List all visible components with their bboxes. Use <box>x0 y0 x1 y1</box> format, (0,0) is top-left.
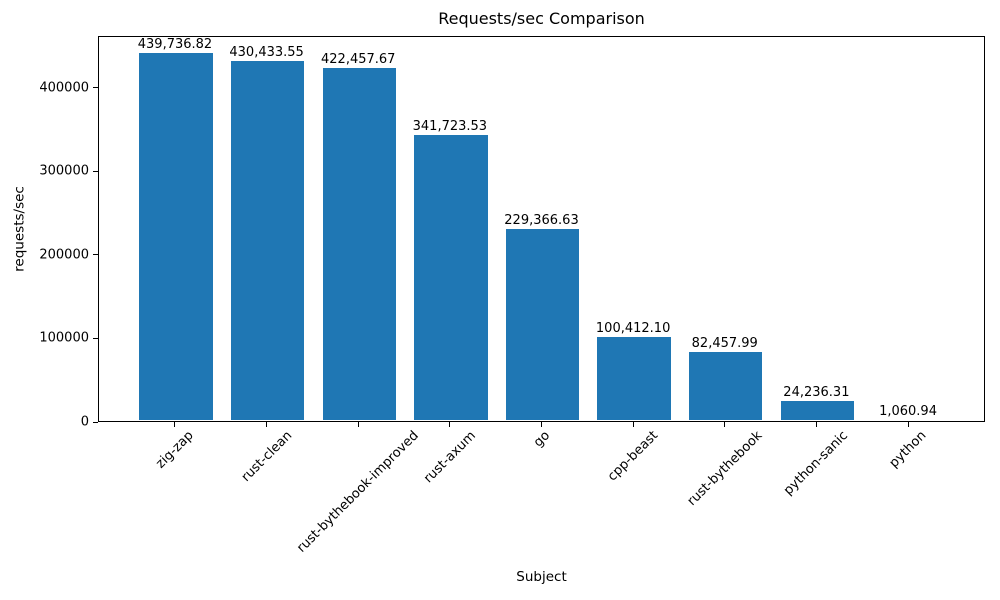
x-tick-mark <box>907 422 909 427</box>
plot-area <box>98 36 985 422</box>
bar <box>505 229 580 420</box>
y-tick-label: 200000 <box>39 247 89 263</box>
y-tick-label: 0 <box>80 414 89 430</box>
x-tick-label: cpp-beast <box>605 428 662 485</box>
chart-title: Requests/sec Comparison <box>438 9 645 28</box>
bar-value-label: 1,060.94 <box>879 404 937 419</box>
bar <box>780 400 855 420</box>
bar <box>689 352 763 420</box>
x-tick-mark <box>449 422 451 427</box>
x-tick-label: rust-bythebook <box>684 428 766 509</box>
x-tick-mark <box>541 422 542 427</box>
bar-value-label: 430,433.55 <box>229 45 304 61</box>
x-axis-label: Subject <box>516 569 567 585</box>
y-tick-mark <box>93 421 98 423</box>
bar <box>230 61 305 420</box>
bar-value-label: 24,236.31 <box>783 384 850 400</box>
bar-value-label: 229,366.63 <box>504 213 579 229</box>
bar <box>139 53 213 420</box>
x-tick-label: zig-zap <box>153 428 197 472</box>
x-tick-mark <box>174 422 176 427</box>
bar-value-label: 439,736.82 <box>137 37 213 53</box>
x-tick-label: rust-axum <box>420 428 479 487</box>
bar-value-label: 341,723.53 <box>412 119 488 135</box>
x-tick-label: python <box>886 428 930 471</box>
y-tick-mark <box>93 337 98 339</box>
x-tick-mark <box>815 422 817 427</box>
bar <box>597 337 671 420</box>
x-tick-mark <box>632 422 634 427</box>
y-tick-mark <box>93 170 98 172</box>
bar <box>322 67 396 420</box>
y-tick-label: 400000 <box>39 80 89 96</box>
y-tick-label: 300000 <box>39 163 89 179</box>
x-tick-label: python-sanic <box>781 428 852 499</box>
bar-value-label: 100,412.10 <box>595 321 671 337</box>
y-axis-label: requests/sec <box>11 186 28 272</box>
bar-value-label: 82,457.99 <box>691 336 758 352</box>
x-tick-mark <box>357 422 359 427</box>
x-tick-mark <box>724 422 726 427</box>
y-tick-mark <box>93 254 98 256</box>
bar <box>414 135 488 420</box>
y-tick-mark <box>93 87 98 89</box>
bar-value-label: 422,457.67 <box>321 51 396 67</box>
x-tick-mark <box>266 422 268 427</box>
x-tick-label: go <box>530 428 553 451</box>
x-tick-label: rust-bythebook-improved <box>294 428 422 556</box>
y-tick-label: 100000 <box>39 330 89 346</box>
x-tick-label: rust-clean <box>238 428 295 485</box>
